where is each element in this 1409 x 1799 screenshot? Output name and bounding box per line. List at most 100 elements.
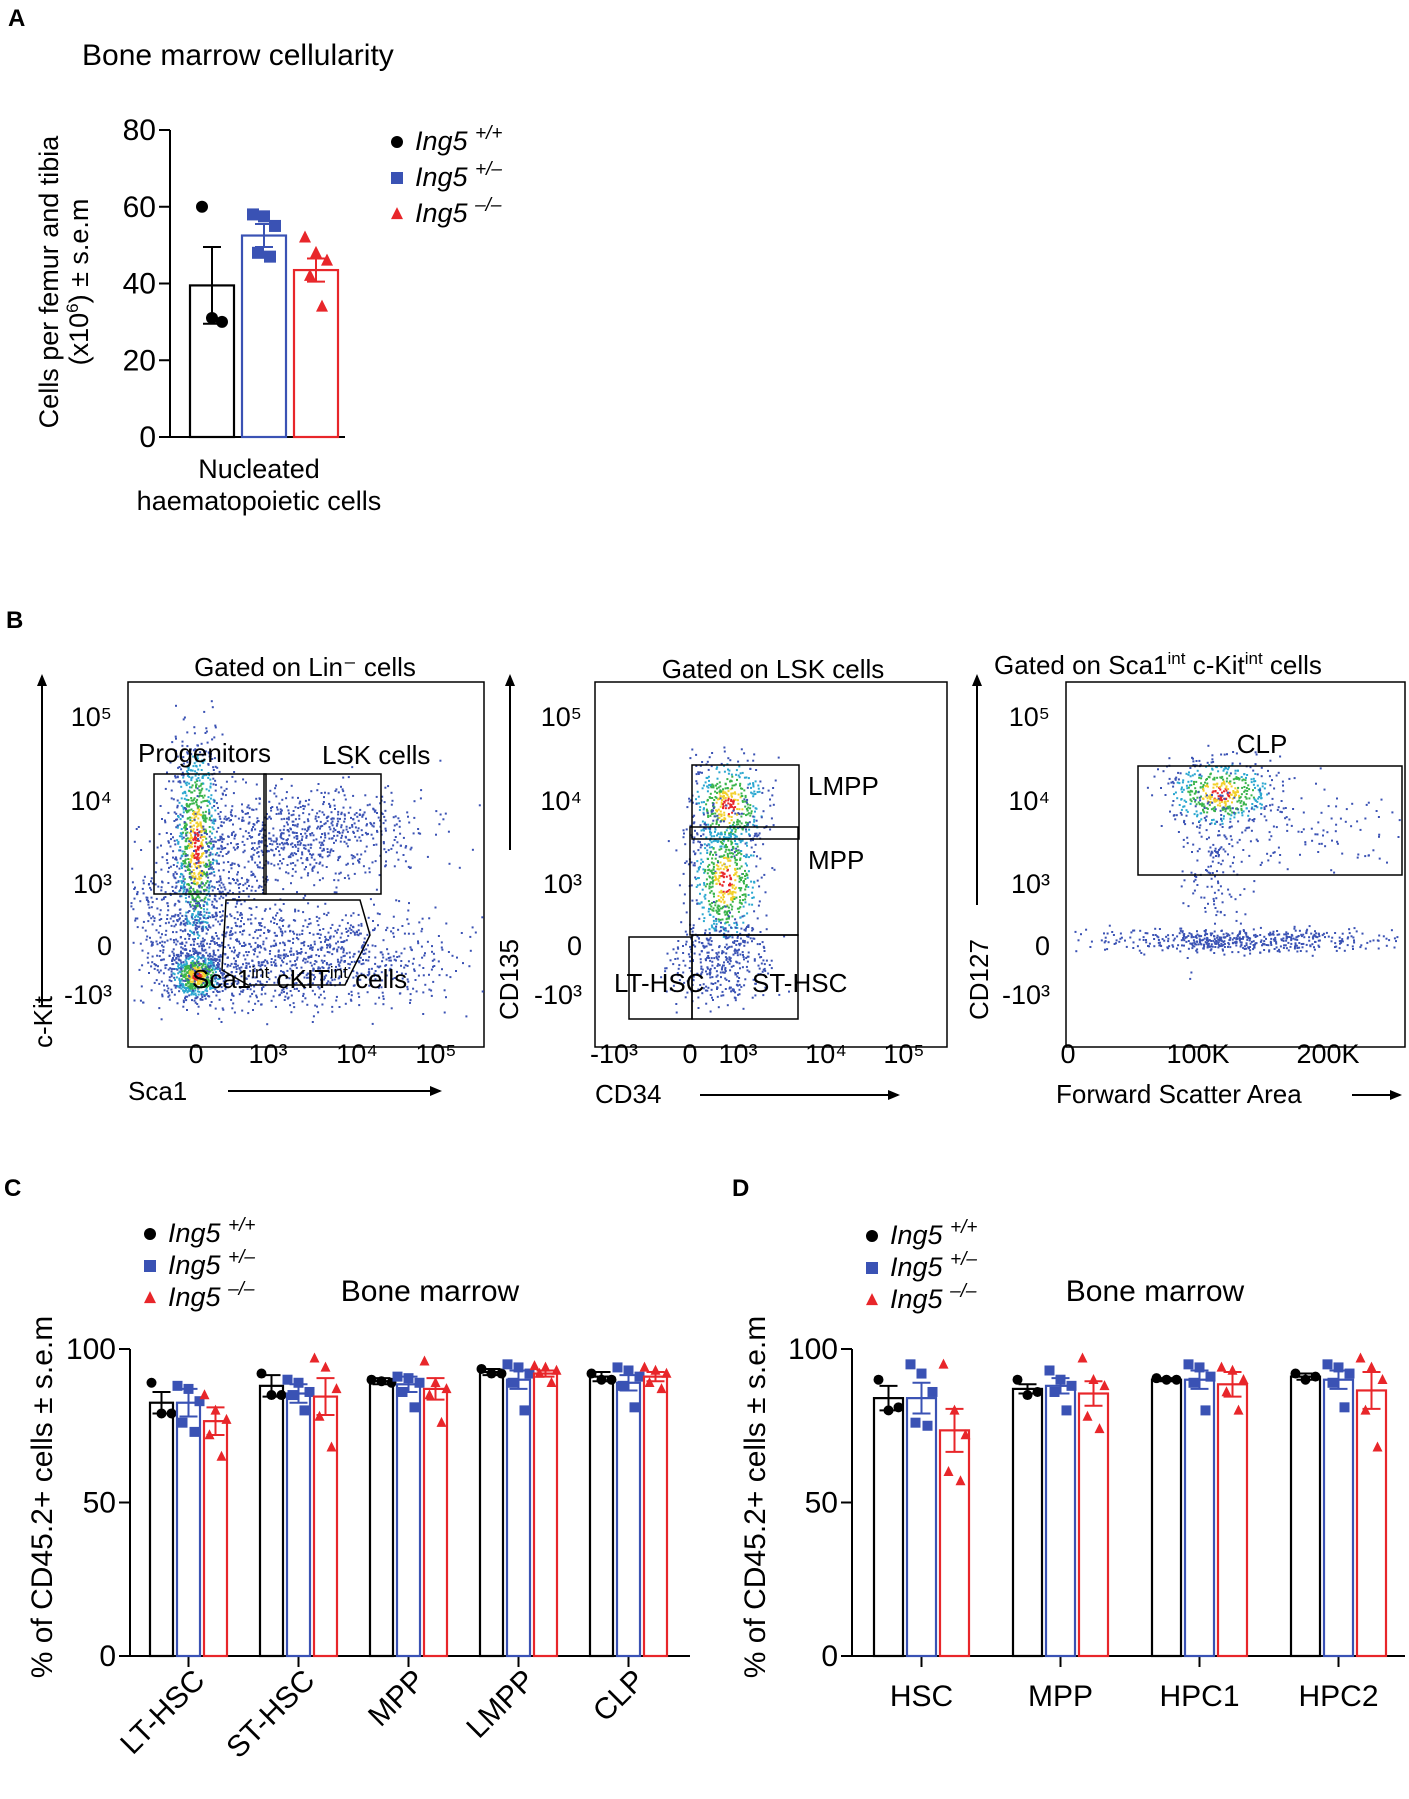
event-dot <box>331 979 334 982</box>
event-dot <box>698 802 700 805</box>
event-dot <box>202 899 205 902</box>
event-dot <box>721 952 723 955</box>
event-dot <box>409 946 412 949</box>
event-dot <box>183 780 186 783</box>
event-dot <box>262 891 264 894</box>
event-dot <box>201 874 204 877</box>
event-dot <box>733 825 736 828</box>
event-dot <box>237 980 240 983</box>
event-dot <box>297 807 300 809</box>
event-dot <box>181 771 184 774</box>
event-dot <box>201 954 204 957</box>
event-dot <box>309 843 312 846</box>
event-dot <box>750 846 753 849</box>
event-dot <box>683 832 685 835</box>
event-dot <box>182 1001 185 1004</box>
event-dot <box>206 871 208 874</box>
event-dot <box>294 864 297 867</box>
event-dot <box>191 955 194 958</box>
event-dot <box>281 841 284 844</box>
event-dot <box>319 853 322 856</box>
event-dot <box>184 990 186 993</box>
event-dot <box>196 974 199 977</box>
event-dot <box>330 963 333 966</box>
event-dot <box>710 835 713 838</box>
event-dot <box>724 796 727 799</box>
event-dot <box>277 979 280 982</box>
event-dot <box>275 838 278 841</box>
event-dot <box>188 891 191 894</box>
event-dot <box>289 929 292 932</box>
event-dot <box>726 905 729 908</box>
event-dot <box>182 920 185 922</box>
event-dot <box>175 749 177 752</box>
event-dot <box>725 846 728 849</box>
event-dot <box>718 876 721 879</box>
event-dot <box>306 1003 309 1006</box>
event-dot <box>392 915 395 918</box>
event-dot <box>318 987 321 990</box>
event-dot <box>255 906 258 909</box>
event-dot <box>720 815 723 818</box>
event-dot <box>367 916 370 919</box>
event-dot <box>174 886 177 889</box>
event-dot <box>211 832 214 835</box>
event-dot <box>218 897 221 900</box>
event-dot <box>163 989 166 992</box>
event-dot <box>356 853 359 856</box>
event-dot <box>261 851 264 854</box>
event-dot <box>201 956 204 959</box>
event-dot <box>325 963 328 966</box>
event-dot <box>200 855 203 857</box>
event-dot <box>198 962 201 965</box>
event-dot <box>260 1003 263 1006</box>
event-dot <box>692 850 695 853</box>
event-dot <box>231 805 234 808</box>
event-dot <box>692 841 695 844</box>
event-dot <box>312 974 315 977</box>
event-dot <box>385 929 388 932</box>
event-dot <box>722 796 725 799</box>
event-dot <box>196 798 199 801</box>
event-dot <box>390 803 393 806</box>
event-dot <box>248 816 251 819</box>
event-dot <box>211 900 214 903</box>
event-dot <box>345 931 348 933</box>
event-dot <box>204 997 207 1000</box>
event-dot <box>769 804 772 807</box>
event-dot <box>213 757 216 760</box>
event-dot <box>717 907 720 910</box>
event-dot <box>336 948 339 951</box>
event-dot <box>432 965 434 968</box>
event-dot <box>195 813 198 816</box>
event-dot <box>134 917 137 920</box>
event-dot <box>215 974 218 977</box>
event-dot <box>190 876 193 879</box>
event-dot <box>392 932 395 935</box>
event-dot <box>161 856 164 859</box>
event-dot <box>697 840 700 843</box>
event-dot <box>400 844 402 847</box>
event-dot <box>339 855 342 858</box>
event-dot <box>730 816 733 818</box>
event-dot <box>742 956 745 958</box>
event-dot <box>178 985 181 988</box>
event-dot <box>293 852 296 855</box>
event-dot <box>728 864 731 867</box>
event-dot <box>214 1007 217 1010</box>
event-dot <box>730 792 733 795</box>
event-dot <box>133 840 136 843</box>
event-dot <box>235 963 237 966</box>
event-dot <box>136 926 139 929</box>
event-dot <box>185 802 188 805</box>
event-dot <box>334 790 337 792</box>
event-dot <box>244 830 247 833</box>
event-dot <box>230 867 233 870</box>
event-dot <box>716 980 719 983</box>
event-dot <box>317 967 320 970</box>
event-dot <box>189 967 192 970</box>
event-dot <box>736 931 739 934</box>
event-dot <box>218 976 221 979</box>
event-dot <box>361 834 364 836</box>
event-dot <box>732 823 734 826</box>
